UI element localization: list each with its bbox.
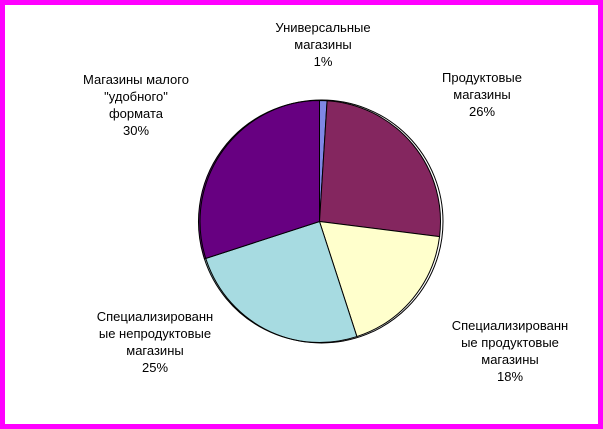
slice-label-universalnye-magaziny: Универсальные магазины 1% [275,20,371,69]
pie-slice-1 [318,100,441,238]
pie-chart [198,99,444,344]
pie-outline [199,99,444,344]
pie-slices [198,99,444,344]
slice-label-spetsializirovannye-produktovye: Специализированн ые продуктовые магазины… [451,318,569,384]
slice-label-produktovye-magaziny: Продуктовые магазины 26% [442,70,522,119]
pie-slice-2 [318,220,441,338]
slice-label-magaziny-malogo-formata: Магазины малого "удобного" формата 30% [83,72,189,138]
slice-label-spetsializirovannye-neproduktovye: Специализированн ые непродуктовые магази… [96,309,214,375]
